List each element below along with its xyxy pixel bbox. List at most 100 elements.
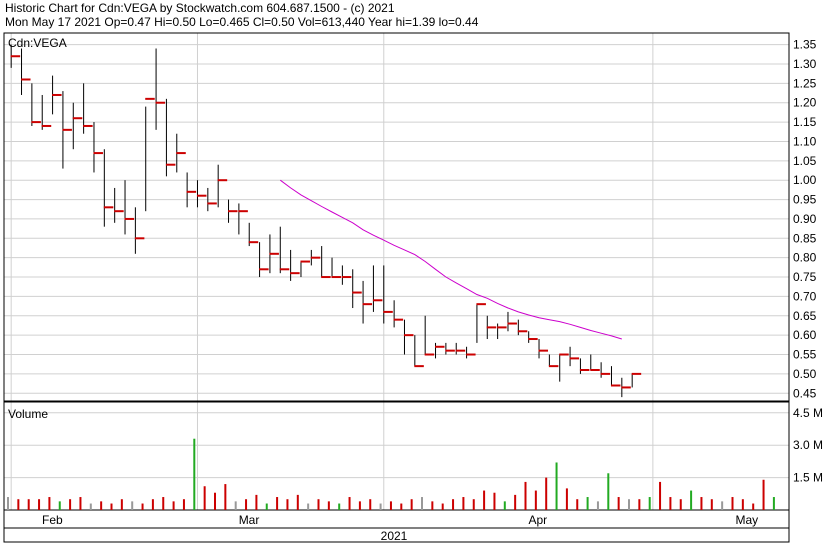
price-bar	[93, 122, 103, 173]
price-bar	[269, 234, 279, 274]
price-bar	[10, 44, 21, 68]
price-bar	[83, 83, 93, 134]
price-bar	[310, 249, 321, 266]
volume-bar	[120, 499, 123, 510]
price-tick-label: 0.65	[793, 309, 817, 323]
price-gridlines	[4, 33, 789, 401]
price-bar	[424, 315, 435, 356]
year-axis-frame	[3, 527, 790, 543]
price-bar	[476, 303, 486, 343]
volume-bar	[617, 497, 620, 510]
volume-tick-label: 1.5 M	[793, 471, 823, 485]
volume-bar	[276, 497, 279, 510]
price-tick-label: 0.95	[793, 193, 817, 207]
volume-bar	[38, 499, 41, 510]
volume-bar	[648, 497, 651, 510]
price-bar	[331, 257, 342, 279]
price-bar	[124, 180, 135, 235]
volume-bar	[534, 490, 537, 510]
volume-bar	[369, 499, 372, 510]
price-bar	[497, 323, 507, 340]
volume-axis-labels: 1.5 M 3.0 M 4.5 M	[793, 406, 823, 485]
volume-bar	[255, 494, 258, 510]
year-label: 2021	[381, 529, 408, 543]
volume-bar	[348, 497, 351, 510]
month-axis-labels: Feb Mar Apr May	[42, 513, 758, 527]
volume-bar	[628, 499, 630, 510]
volume-bar	[431, 501, 434, 510]
volume-bar	[389, 501, 392, 510]
volume-bar	[338, 503, 341, 510]
month-label: Feb	[42, 513, 63, 527]
price-tick-label: 0.60	[793, 328, 817, 342]
volume-bar	[545, 477, 548, 510]
price-bar	[31, 83, 41, 126]
price-bar	[155, 48, 166, 130]
volume-bar	[162, 497, 165, 510]
price-tick-label: 0.70	[793, 289, 817, 303]
date-axis-frame	[3, 509, 790, 529]
price-bar	[466, 346, 476, 359]
volume-bar	[7, 497, 9, 510]
price-bar	[538, 339, 549, 359]
volume-bar	[110, 503, 113, 510]
volume-bar	[679, 499, 682, 510]
volume-bar	[752, 503, 755, 510]
volume-bar	[17, 499, 20, 510]
volume-gridlines	[4, 402, 789, 510]
volume-panel-title: Volume	[8, 407, 48, 421]
price-bar	[300, 260, 310, 278]
volume-bar	[224, 484, 227, 510]
volume-bar	[58, 501, 61, 510]
volume-bar	[762, 479, 765, 510]
price-tick-label: 0.80	[793, 251, 817, 265]
price-bar	[165, 98, 176, 177]
price-bar	[238, 203, 248, 235]
price-bar	[176, 133, 186, 173]
price-bar	[352, 269, 362, 309]
price-bar	[62, 91, 72, 169]
price-tick-label: 0.45	[793, 386, 817, 400]
volume-tick-label: 3.0 M	[793, 438, 823, 452]
price-bar	[103, 149, 114, 227]
price-bar	[383, 265, 393, 324]
volume-bar	[596, 501, 599, 510]
volume-bar	[89, 503, 92, 510]
price-tick-label: 0.85	[793, 231, 817, 245]
month-label: May	[736, 513, 759, 527]
price-bar	[290, 249, 300, 281]
volume-bar	[172, 501, 175, 510]
volume-bar	[710, 499, 713, 510]
volume-bar	[203, 486, 206, 510]
chart-header-line1: Historic Chart for Cdn:VEGA by Stockwatc…	[5, 1, 395, 15]
volume-bar	[79, 497, 82, 510]
volume-bar	[607, 473, 610, 510]
price-bar	[114, 187, 124, 223]
volume-bar	[48, 497, 51, 510]
volume-bar	[690, 490, 693, 510]
price-bar	[590, 354, 600, 372]
price-bar	[259, 242, 269, 278]
volume-bar	[462, 497, 465, 510]
price-bar	[41, 94, 52, 130]
volume-bar	[700, 497, 703, 510]
volume-bar	[514, 494, 517, 510]
volume-bar	[151, 499, 154, 510]
volume-bar	[452, 499, 455, 510]
volume-bar	[286, 499, 289, 510]
volume-panel-frame	[3, 401, 790, 511]
volume-bar	[358, 501, 361, 510]
volume-bar	[421, 497, 423, 510]
volume-bar	[741, 499, 744, 510]
volume-bar	[721, 501, 724, 510]
month-label: Mar	[239, 513, 260, 527]
price-bar	[196, 180, 207, 208]
price-axis-labels: 0.45 0.50 0.55 0.60 0.65 0.70 0.75 0.80 0.85 0.90…	[793, 38, 817, 401]
price-tick-label: 1.25	[793, 76, 817, 90]
volume-bar	[659, 481, 662, 510]
price-bar	[414, 335, 424, 368]
volume-bar	[245, 499, 248, 510]
volume-bar	[586, 497, 589, 510]
volume-bar	[503, 501, 506, 510]
